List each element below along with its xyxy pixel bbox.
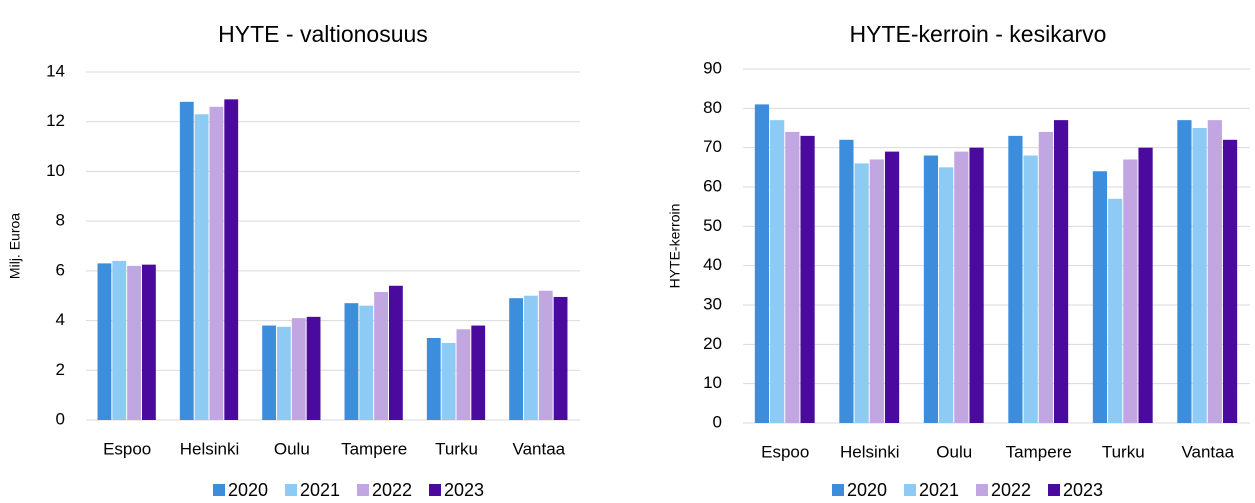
bar (374, 291, 388, 420)
bar (954, 151, 969, 423)
bar (1177, 120, 1192, 423)
x-tick-label: Espoo (103, 439, 151, 458)
bar (1108, 198, 1123, 423)
chart-title: HYTE - valtionosuus (218, 21, 428, 47)
bar (291, 318, 306, 420)
legend-swatch (357, 484, 369, 496)
bar (441, 342, 456, 420)
bar (1038, 131, 1053, 423)
bar (884, 151, 900, 423)
legend-label: 2020 (847, 480, 887, 500)
legend-swatch (429, 484, 441, 496)
bar (179, 101, 194, 420)
bar (127, 265, 141, 420)
y-tick-label: 10 (46, 161, 65, 180)
y-tick-label: 14 (46, 61, 65, 80)
x-tick-label: Helsinki (840, 442, 900, 461)
y-tick-label: 0 (713, 412, 722, 431)
legend-swatch (285, 484, 297, 496)
bar (344, 303, 359, 420)
bar (1023, 155, 1038, 424)
legend-swatch (832, 484, 844, 496)
legend-swatch (213, 484, 225, 496)
bar (224, 99, 239, 420)
bar (969, 147, 984, 423)
bar (1222, 139, 1238, 424)
x-tick-label: Tampere (341, 439, 407, 458)
bar (388, 285, 403, 420)
y-tick-label: 50 (703, 216, 722, 235)
x-tick-label: Espoo (761, 442, 809, 461)
x-tick-label: Turku (435, 439, 478, 458)
bar (209, 106, 224, 421)
y-tick-label: 12 (46, 111, 65, 130)
y-tick-label: 8 (56, 211, 65, 230)
bar (1053, 120, 1069, 423)
y-tick-label: 30 (703, 294, 722, 313)
bar (538, 290, 553, 420)
y-axis-label: Milj. Euroa (7, 213, 23, 279)
legend-swatch (904, 484, 916, 496)
x-tick-label: Vantaa (513, 439, 566, 458)
bar (456, 329, 471, 420)
y-tick-label: 0 (56, 409, 65, 428)
y-tick-label: 90 (703, 58, 722, 77)
legend-label: 2020 (228, 480, 268, 500)
legend-label: 2022 (372, 480, 412, 500)
bar (1192, 128, 1207, 423)
x-tick-label: Oulu (274, 439, 310, 458)
legend-label: 2021 (919, 480, 959, 500)
bar (471, 325, 486, 420)
bar (194, 114, 209, 420)
bar (754, 104, 770, 424)
y-tick-label: 10 (703, 373, 722, 392)
y-tick-label: 2 (56, 360, 65, 379)
chart-title: HYTE-kerroin - kesikarvo (850, 21, 1107, 47)
legend-label: 2021 (300, 480, 340, 500)
y-tick-label: 60 (703, 176, 722, 195)
x-tick-label: Vantaa (1181, 442, 1234, 461)
y-tick-label: 6 (56, 260, 65, 279)
y-tick-label: 80 (703, 98, 722, 117)
bar (1008, 135, 1023, 423)
y-tick-label: 4 (56, 310, 65, 329)
bar (939, 167, 954, 423)
bar (277, 326, 291, 420)
legend-label: 2022 (991, 480, 1031, 500)
bar (854, 163, 869, 423)
bar (1092, 171, 1108, 423)
bar (97, 263, 112, 420)
x-tick-label: Turku (1102, 442, 1145, 461)
y-tick-label: 20 (703, 334, 722, 353)
x-tick-label: Helsinki (180, 439, 240, 458)
bar (869, 159, 884, 423)
legend-swatch (1048, 484, 1060, 496)
bar (1207, 120, 1222, 423)
y-axis-label: HYTE-kerroin (667, 204, 683, 289)
bar (785, 131, 800, 423)
legend-label: 2023 (444, 480, 484, 500)
bar (839, 139, 854, 424)
y-tick-label: 40 (703, 255, 722, 274)
bar (141, 264, 156, 420)
bar (800, 135, 815, 423)
bar (509, 298, 524, 420)
bar (553, 296, 568, 420)
bar (359, 305, 374, 420)
bar (524, 295, 538, 420)
legend-swatch (976, 484, 988, 496)
bar (262, 325, 277, 420)
bar (112, 260, 127, 420)
x-tick-label: Oulu (936, 442, 972, 461)
x-tick-label: Tampere (1006, 442, 1072, 461)
bar (426, 337, 441, 420)
bar (923, 155, 939, 424)
bar (770, 120, 785, 423)
bar (306, 316, 321, 420)
bar (1123, 159, 1138, 423)
y-tick-label: 70 (703, 137, 722, 156)
legend-label: 2023 (1063, 480, 1103, 500)
bar (1138, 147, 1153, 423)
